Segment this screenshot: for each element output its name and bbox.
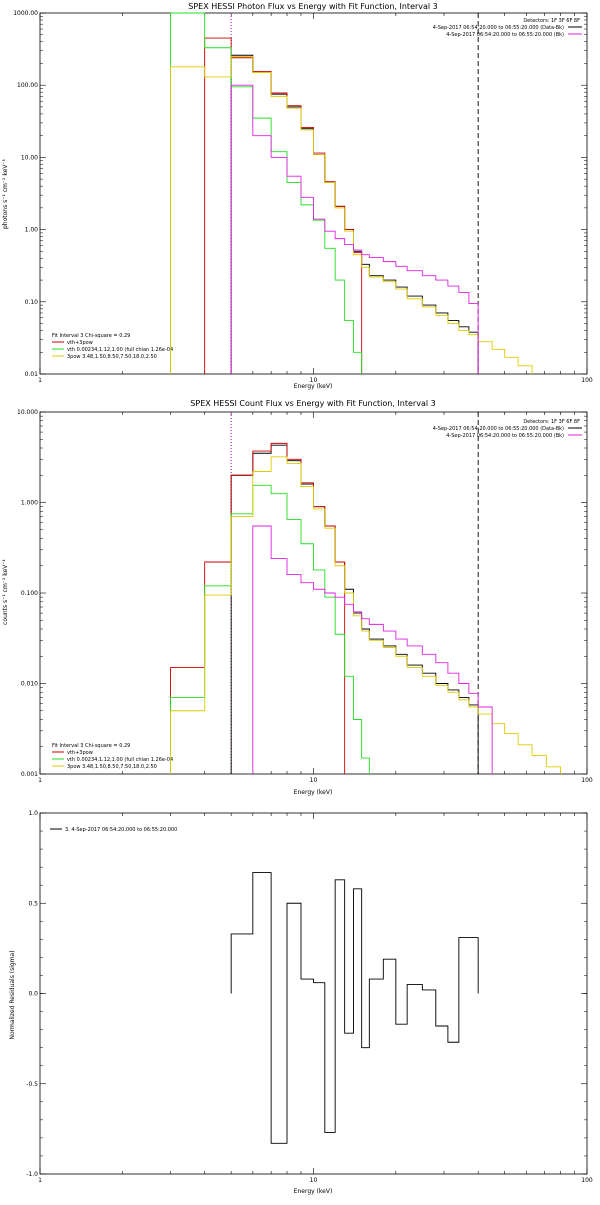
x-tick-label: 10 <box>310 1177 318 1184</box>
count-flux-fit-3pow: 3pow 3.48,1.50,8.50,7.50,18.0,2.50 <box>67 764 157 770</box>
count-flux-ylabel: counts s⁻¹ cm⁻² keV⁻¹ <box>2 559 9 625</box>
y-tick-label: 0.0 <box>28 991 38 998</box>
photon-flux-interval-data: 4-Sep-2017 06:54:20.000 to 06:55:20.000 … <box>433 25 564 31</box>
photon-flux-xlabel: Energy (keV) <box>294 383 333 390</box>
count-flux-fit-model: vth+3pow <box>67 750 93 756</box>
data-minus-bk-histogram <box>230 872 479 1144</box>
photon-flux-fit-3pow: 3pow 3.48,1.50,8.50,7.50,18.0,2.50 <box>67 354 157 360</box>
y-tick-label: 1.0 <box>28 810 38 817</box>
background-histogram <box>252 525 493 774</box>
y-tick-label: 0.01 <box>25 371 39 378</box>
count-flux-fit-interval: Fit Interval 3 Chi-square = 0.29 <box>52 743 130 749</box>
x-tick-label: 1 <box>38 777 42 784</box>
photon-flux-panel: SPEX HESSI Photon Flux vs Energy with Fi… <box>2 2 593 390</box>
background-histogram <box>230 84 479 374</box>
y-tick-label: 0.5 <box>28 900 38 907</box>
fit-total-histogram <box>170 442 346 774</box>
photon-flux-fit-interval: Fit Interval 3 Chi-square = 0.29 <box>52 333 130 339</box>
x-tick-label: 100 <box>581 777 593 784</box>
x-tick-label: 100 <box>581 1177 593 1184</box>
y-tick-label: 1000.00 <box>13 10 38 17</box>
residuals-legend-text: 3. 4-Sep-2017 06:54:20.000 to 06:55:20.0… <box>65 827 177 833</box>
fit-total-histogram <box>204 37 363 374</box>
y-tick-label: 0.10 <box>25 299 39 306</box>
count-flux-panel: SPEX HESSI Count Flux vs Energy with Fit… <box>2 399 593 796</box>
y-tick-label: 100.00 <box>17 82 38 89</box>
x-tick-label: 1 <box>38 377 42 384</box>
residuals-panel: Energy (keV) Normalized Residuals (sigma… <box>9 810 593 1195</box>
photon-flux-fit-model: vth+3pow <box>67 340 93 346</box>
x-tick-label: 10 <box>310 377 318 384</box>
y-tick-label: 1.00 <box>25 227 39 234</box>
x-tick-label: 10 <box>310 777 318 784</box>
y-tick-label: 0.010 <box>21 681 38 688</box>
count-flux-interval-data: 4-Sep-2017 06:54:20.000 to 06:55:20.000 … <box>433 426 564 432</box>
y-tick-label: 0.001 <box>21 771 38 778</box>
y-tick-label: 1.000 <box>21 500 38 507</box>
x-tick-label: 100 <box>581 377 593 384</box>
count-flux-title: SPEX HESSI Count Flux vs Energy with Fit… <box>190 399 435 408</box>
count-flux-xlabel: Energy (keV) <box>294 789 333 796</box>
fit-3pow-histogram <box>170 456 561 774</box>
y-tick-label: 0.100 <box>21 590 38 597</box>
photon-flux-detectors: Detectors: 1F 3F 6F 8F <box>523 18 580 24</box>
residuals-xlabel: Energy (keV) <box>294 1188 333 1195</box>
y-tick-label: -1.0 <box>26 1171 38 1178</box>
residuals-ylabel: Normalized Residuals (sigma) <box>9 950 16 1039</box>
count-flux-fit-vth: vth 0.00234,1.12,1.00 (full chian 1.26e-… <box>67 757 173 763</box>
x-tick-label: 1 <box>38 1177 42 1184</box>
y-tick-label: 10.00 <box>21 154 38 161</box>
photon-flux-ylabel: photons s⁻¹ cm⁻² keV⁻¹ <box>2 158 9 229</box>
photon-flux-fit-vth: vth 0.00234,1.12,1.00 (full chian 1.26e-… <box>67 347 173 353</box>
photon-flux-interval-bk: 4-Sep-2017 06:54:20.000 to 06:55:20.000 … <box>446 32 564 38</box>
count-flux-detectors: Detectors: 1F 3F 6F 8F <box>523 419 580 425</box>
y-tick-label: 10.000 <box>17 409 38 416</box>
count-flux-interval-bk: 4-Sep-2017 06:54:20.000 to 06:55:20.000 … <box>446 433 564 439</box>
photon-flux-title: SPEX HESSI Photon Flux vs Energy with Fi… <box>188 2 438 11</box>
y-tick-label: -0.5 <box>26 1081 38 1088</box>
